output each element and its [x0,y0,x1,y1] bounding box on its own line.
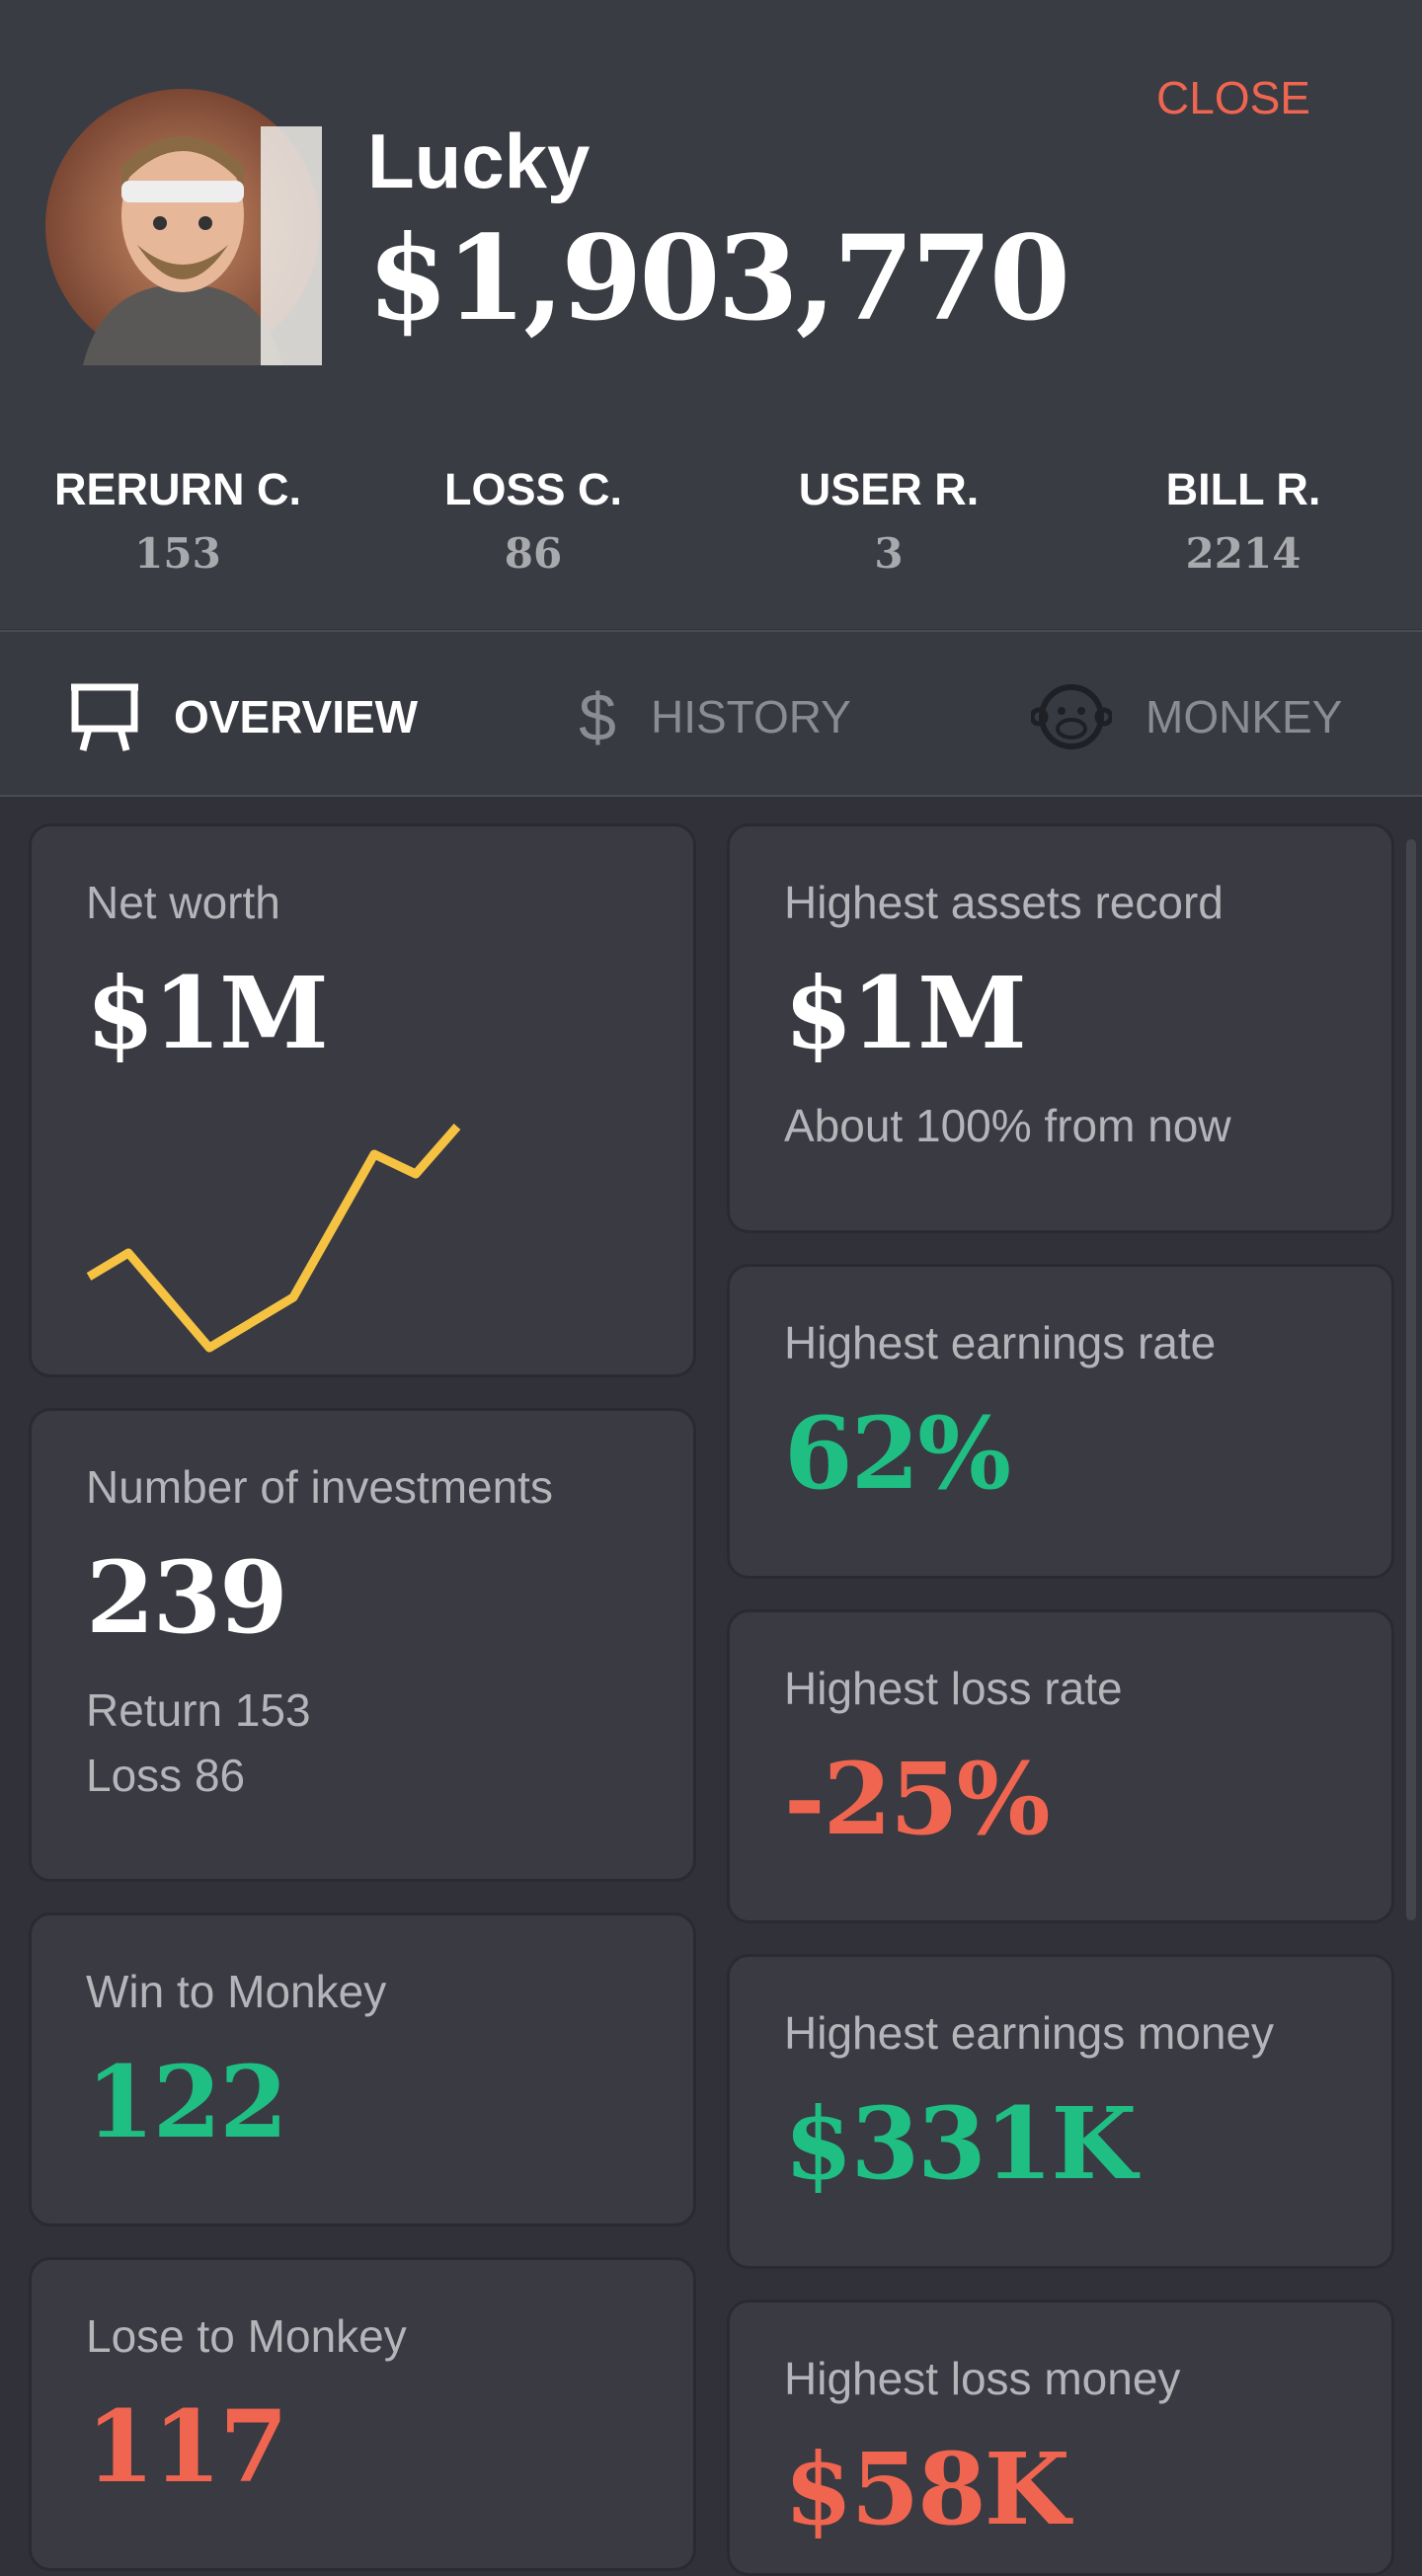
icon: $ [579,681,616,752]
card-label: Lose to Monkey [86,2310,407,2362]
card: Highest earnings money $331K [727,1954,1394,2269]
card: Highest loss money $58K [727,2300,1394,2576]
tab-label: MONKEY [1146,691,1343,742]
card-value: 122 [86,2044,288,2160]
stat-value: 3 [874,529,904,578]
stat: LOSS C. 86 [385,464,681,578]
stat-value: 2214 [1185,529,1302,578]
card-label: Highest assets record [784,877,1224,928]
card: Number of investments 239 Return 153 Los… [29,1408,696,1882]
card: Win to Monkey 122 [29,1912,696,2226]
tab-label: HISTORY [651,691,851,742]
card-value: $58K [784,2431,1070,2547]
stat-label: BILL R. [1165,464,1321,514]
avatar [45,89,322,365]
stat-label: USER R. [798,464,980,514]
card-value: -25% [784,1741,1051,1857]
card-value: 117 [86,2388,288,2505]
card-label: Win to Monkey [86,1966,387,2017]
card: Net worth $1M [29,823,696,1377]
card-line: Loss 86 [86,1750,246,1801]
tab-bar [0,630,1422,797]
card-value: $1M [86,955,329,1071]
card-label: Highest earnings rate [784,1317,1217,1368]
close-button[interactable]: CLOSE [1156,72,1310,123]
tab[interactable]: OVERVIEW [69,681,418,752]
card: Highest loss rate -25% [727,1609,1394,1923]
card: Highest assets record $1M About 100% fro… [727,823,1394,1233]
tab-label: OVERVIEW [174,691,419,742]
card-line: Return 153 [86,1684,311,1736]
card-label: Number of investments [86,1461,553,1513]
icon [1031,684,1112,749]
icon [71,683,138,751]
scrollbar [1406,839,1416,1920]
card-line: About 100% from now [784,1100,1231,1151]
card-value: 239 [86,1539,288,1656]
card-value: $331K [784,2085,1137,2202]
stat-value: 86 [504,529,563,578]
stat-label: RERURN C. [53,464,301,514]
card-label: Highest loss money [784,2353,1181,2404]
card-label: Net worth [86,877,280,928]
card-value: $1M [784,955,1027,1071]
tab[interactable]: MONKEY [1031,681,1342,752]
stat: USER R. 3 [741,464,1037,578]
card: Lose to Monkey 117 [29,2257,696,2571]
card-label: Highest loss rate [784,1663,1123,1714]
card: Highest earnings rate 62% [727,1264,1394,1579]
tab[interactable]: $ HISTORY [578,681,851,752]
stat-label: LOSS C. [443,464,623,514]
svg-text:$: $ [579,681,616,752]
card-value: 62% [784,1395,1011,1512]
user-amount: $1,903,770 [367,209,1070,347]
user-name: Lucky [367,117,591,204]
sparkline [86,1124,461,1353]
stat: BILL R. 2214 [1095,464,1391,578]
card-label: Highest earnings money [784,2007,1275,2059]
stat: RERURN C. 153 [30,464,326,578]
stat-value: 153 [134,529,221,578]
